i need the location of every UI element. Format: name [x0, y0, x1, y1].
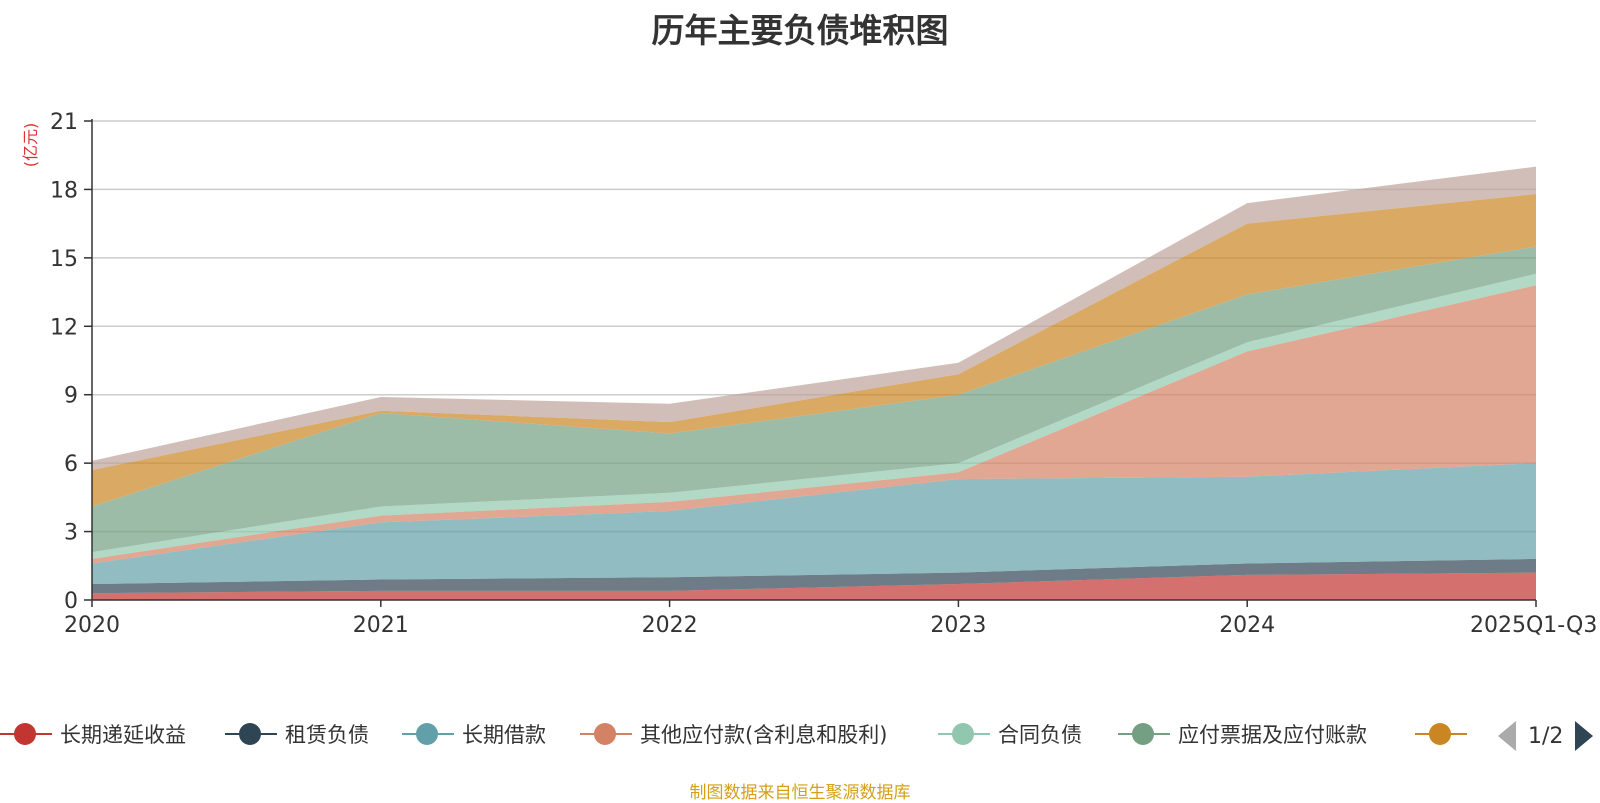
legend-label: 长期递延收益 — [60, 723, 186, 747]
y-tick-label: 15 — [50, 247, 78, 272]
chart-title: 历年主要负债堆积图 — [651, 11, 949, 50]
y-tick-label: 21 — [50, 110, 78, 135]
legend-marker-icon — [402, 719, 454, 749]
x-tick-label: 2024 — [1219, 613, 1275, 638]
legend-marker-icon — [0, 719, 52, 749]
pager-next-icon[interactable] — [1575, 721, 1594, 751]
y-tick-label: 12 — [50, 315, 78, 340]
legend-label: 应付票据及应付账款 — [1178, 723, 1367, 747]
legend-item[interactable]: 长期递延收益 — [0, 714, 186, 754]
legend-item[interactable]: 长期借款 — [402, 714, 546, 754]
area-series-1 — [92, 558, 1536, 594]
legend-marker-icon — [225, 719, 277, 749]
legend-item[interactable]: 其他应付款(含利息和股利) — [580, 714, 887, 754]
x-tick-label: 2020 — [64, 613, 120, 638]
area-series-7 — [92, 166, 1536, 470]
source-note: 制图数据来自恒生聚源数据库 — [689, 783, 911, 803]
legend: 长期递延收益 租赁负债 长期借款 其他应付款(含利息和股利) 合同负债 应付票据及应付账款… — [0, 714, 1470, 754]
legend-item[interactable]: 租赁负债 — [225, 714, 369, 754]
x-tick-label: 2021 — [353, 613, 409, 638]
area-series-5 — [92, 246, 1536, 553]
pager-prev-icon[interactable] — [1498, 721, 1516, 751]
legend-pager: 1/2 — [1498, 718, 1594, 754]
legend-label: 其他应付款(含利息和股利) — [640, 723, 888, 747]
legend-marker-icon — [1118, 719, 1170, 749]
pager-text: 1/2 — [1528, 723, 1564, 749]
y-tick-label: 9 — [64, 384, 78, 409]
x-tick-label: 2023 — [930, 613, 986, 638]
area-series-3 — [92, 285, 1536, 564]
y-axis-unit-label: (亿元) — [21, 123, 40, 168]
area-series-6 — [92, 194, 1536, 507]
stacked-area-chart: 0 3 6 9 12 15 18 21 (亿元) 2020 2021 2022 2023 2024 2025… — [21, 110, 1597, 638]
legend-label: 合同负债 — [998, 723, 1082, 747]
x-tick-label: 2025Q1-Q3 — [1470, 613, 1597, 638]
area-series-0 — [92, 572, 1536, 600]
legend-marker-icon — [1415, 719, 1467, 749]
area-series-4 — [92, 273, 1536, 559]
area-series-2 — [92, 463, 1536, 584]
legend-label: 租赁负债 — [285, 723, 369, 747]
legend-label: 长期借款 — [462, 723, 546, 747]
y-tick-label: 18 — [50, 178, 78, 203]
legend-item[interactable]: 短 — [1415, 714, 1470, 754]
legend-item[interactable]: 合同负债 — [938, 714, 1082, 754]
legend-marker-icon — [938, 719, 990, 749]
y-tick-label: 0 — [64, 589, 78, 614]
legend-marker-icon — [580, 719, 632, 749]
y-tick-label: 3 — [64, 521, 78, 546]
y-tick-label: 6 — [64, 452, 78, 477]
legend-item[interactable]: 应付票据及应付账款 — [1118, 714, 1367, 754]
x-tick-label: 2022 — [642, 613, 698, 638]
